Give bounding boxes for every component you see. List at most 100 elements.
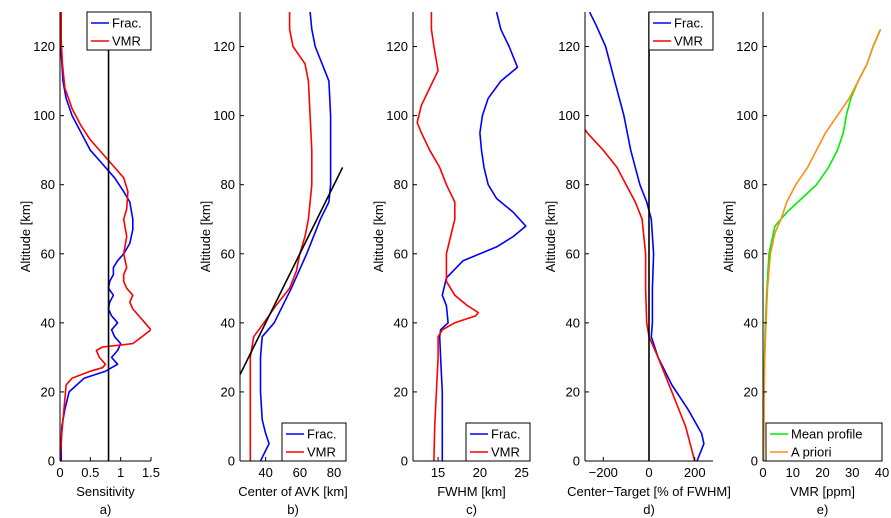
y-tick-label: 0 (573, 454, 580, 469)
panel-4: 0 20 40 60 80 100 120 −200 0 200 Center−Target [% … (543, 11, 731, 517)
y-tick-label: 120 (736, 39, 758, 54)
legend-label-frac: Frac. (491, 427, 521, 442)
panel-5: 0 20 40 60 80 100 120 0 10 20 30 40 VMR [ppm] Altitud… (721, 12, 889, 517)
y-tick-label: 100 (386, 108, 408, 123)
y-tick-label: 20 (566, 384, 580, 399)
series-mean-profile-line (763, 28, 882, 461)
panel-label: a) (100, 502, 112, 517)
y-tick-label: 40 (744, 315, 758, 330)
y-axis-label: Altitude [km] (198, 201, 213, 273)
y-tick-label: 60 (394, 246, 408, 261)
y-tick-label: 20 (221, 384, 235, 399)
panel-1: 0 20 40 60 80 100 120 0 0.5 1 1.5 Sensitivity Altitu… (18, 11, 160, 517)
series-vmr-line (416, 12, 479, 461)
y-tick-label: 120 (386, 39, 408, 54)
series-frac-line (60, 12, 134, 461)
legend-box (86, 11, 152, 51)
x-tick-label: 40 (875, 465, 889, 480)
x-tick-label: 200 (684, 465, 706, 480)
x-tick-label: 40 (258, 465, 272, 480)
y-tick-label: 20 (41, 384, 55, 399)
y-tick-label: 80 (744, 177, 758, 192)
panel-label: d) (643, 502, 655, 517)
legend: Frac. VMR (281, 422, 347, 462)
series-vmr-line (249, 12, 313, 461)
y-tick-label: 40 (221, 315, 235, 330)
y-tick-label: 40 (394, 315, 408, 330)
y-tick-label: 120 (558, 39, 580, 54)
y-tick-label: 0 (401, 454, 408, 469)
x-axis-label: Center of AVK [km] (238, 484, 348, 499)
panel-label: e) (817, 502, 829, 517)
y-tick-label: 0 (48, 454, 55, 469)
legend-label-vmr: VMR (307, 445, 336, 460)
y-tick-label: 120 (213, 39, 235, 54)
y-axis-label: Altitude [km] (543, 201, 558, 273)
series-frac-line (259, 12, 332, 461)
x-axis-label: VMR [ppm] (790, 484, 855, 499)
y-tick-label: 80 (566, 177, 580, 192)
y-tick-label: 60 (41, 246, 55, 261)
y-tick-label: 100 (558, 108, 580, 123)
x-tick-label: 0 (645, 465, 652, 480)
x-tick-label: 0.5 (81, 465, 99, 480)
x-tick-label: 0 (759, 465, 766, 480)
series-a-priori-line (763, 28, 882, 461)
legend: Frac. VMR (86, 11, 152, 51)
legend: Mean profile A priori (765, 422, 883, 462)
y-tick-label: 40 (566, 315, 580, 330)
y-tick-label: 60 (566, 246, 580, 261)
series-vmr-line (60, 12, 151, 461)
x-axis-label: Sensitivity (76, 484, 135, 499)
y-tick-label: 100 (736, 108, 758, 123)
legend-label-frac: Frac. (112, 16, 142, 31)
y-tick-label: 80 (221, 177, 235, 192)
x-tick-label: 15 (431, 465, 445, 480)
x-tick-label: 20 (473, 465, 487, 480)
legend-box (765, 422, 883, 462)
series-frac-line (438, 12, 527, 461)
x-tick-label: 30 (845, 465, 859, 480)
y-tick-label: 120 (33, 39, 55, 54)
legend: Frac. VMR (465, 422, 531, 462)
legend-label-vmr: VMR (674, 34, 703, 49)
y-tick-label: 0 (228, 454, 235, 469)
legend-label-vmr: VMR (491, 445, 520, 460)
legend-box (281, 422, 347, 462)
legend-box (648, 11, 714, 51)
x-tick-label: 80 (327, 465, 341, 480)
x-tick-label: 25 (514, 465, 528, 480)
panel-label: c) (466, 502, 477, 517)
y-tick-label: 0 (751, 454, 758, 469)
panel-3: 0 20 40 60 80 100 120 15 20 25 FWHM [km] Altitude [… (371, 12, 531, 517)
panel-label: b) (287, 502, 299, 517)
legend-label-frac: Frac. (674, 16, 704, 31)
x-tick-label: 20 (815, 465, 829, 480)
x-axis-label: FWHM [km] (437, 484, 506, 499)
y-tick-label: 60 (744, 246, 758, 261)
x-tick-label: −200 (589, 465, 618, 480)
y-tick-label: 100 (33, 108, 55, 123)
y-tick-label: 20 (744, 384, 758, 399)
x-tick-label: 0 (56, 465, 63, 480)
legend-label-mean-profile: Mean profile (791, 427, 863, 442)
legend-box (465, 422, 531, 462)
x-tick-label: 1.5 (142, 465, 160, 480)
y-axis-label: Altitude [km] (18, 201, 33, 273)
legend-label-frac: Frac. (307, 427, 337, 442)
x-tick-label: 1 (117, 465, 124, 480)
series-frac-line (588, 12, 705, 461)
x-tick-label: 60 (293, 465, 307, 480)
y-tick-label: 100 (213, 108, 235, 123)
reference-line (240, 167, 344, 376)
x-tick-label: 10 (786, 465, 800, 480)
legend-label-a-priori: A priori (791, 445, 832, 460)
series-vmr-line (585, 128, 696, 461)
y-axis-label: Altitude [km] (371, 201, 386, 273)
y-tick-label: 80 (394, 177, 408, 192)
y-tick-label: 40 (41, 315, 55, 330)
y-tick-label: 80 (41, 177, 55, 192)
panel-2: 0 20 40 60 80 100 120 40 60 80 Center of AVK [km] A… (198, 12, 348, 517)
x-axis-label: Center−Target [% of FWHM] (567, 484, 731, 499)
